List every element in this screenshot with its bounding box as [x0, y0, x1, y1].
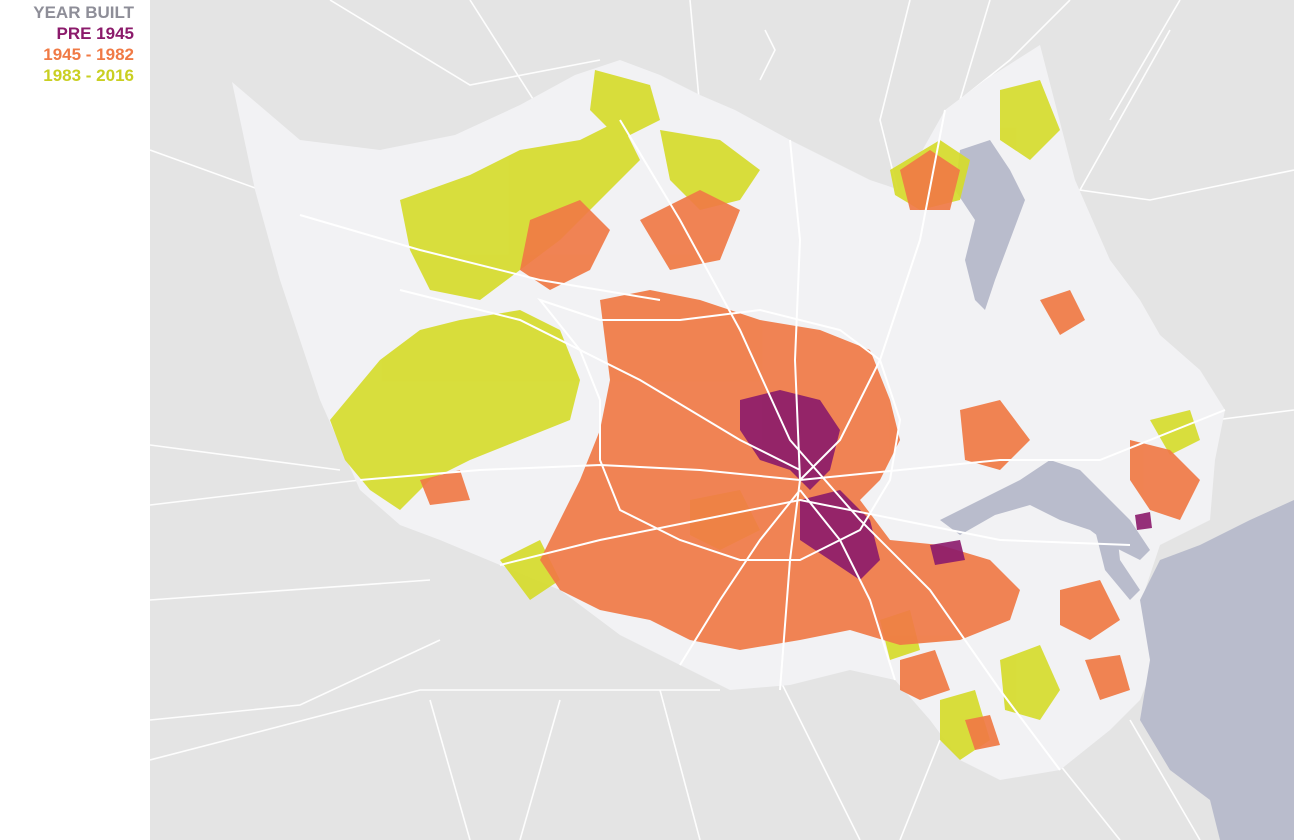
map-canvas[interactable]	[150, 0, 1294, 840]
legend-item-pre-1945: PRE 1945	[56, 24, 135, 43]
map-svg	[150, 0, 1294, 840]
legend-title: YEAR BUILT	[33, 3, 134, 22]
legend-item-1945-1982: 1945 - 1982	[43, 45, 134, 64]
water-bodies	[940, 140, 1294, 840]
legend-item-1983-2016: 1983 - 2016	[43, 66, 134, 85]
highways	[299, 109, 1226, 771]
map-legend: YEAR BUILT PRE 1945 1945 - 1982 1983 - 2…	[0, 0, 148, 86]
